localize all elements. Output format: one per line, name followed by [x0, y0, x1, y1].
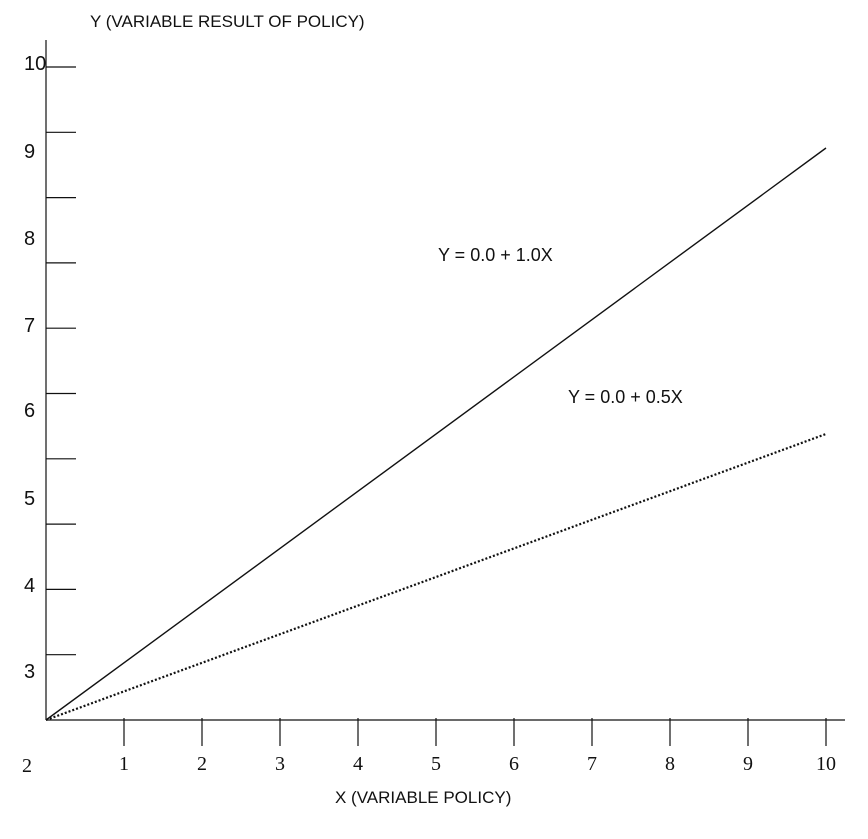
y-tick-label: 3 [24, 661, 35, 683]
y-tick-label: 9 [24, 141, 35, 163]
y-tick-label: 10 [24, 53, 46, 75]
y-tick-label: 6 [24, 400, 35, 422]
x-tick-label: 5 [431, 753, 441, 775]
x-tick-label: 3 [275, 753, 285, 775]
y-tick-label: 8 [24, 228, 35, 250]
x-tick-label: 7 [587, 753, 597, 775]
x-tick-label: 4 [353, 753, 363, 775]
x-ticks: 1 2 3 4 5 6 7 8 9 10 [119, 718, 836, 775]
series-label-1: Y = 0.0 + 1.0X [438, 245, 553, 265]
y-ticks: 3 4 5 6 7 8 9 10 [24, 53, 76, 683]
series-labels: Y = 0.0 + 1.0X Y = 0.0 + 0.5X [438, 245, 683, 407]
series-label-2: Y = 0.0 + 0.5X [568, 387, 683, 407]
x-tick-label: 9 [743, 753, 753, 775]
x-tick-label: 1 [119, 753, 129, 775]
x-tick-label: 8 [665, 753, 675, 775]
series-line-2 [45, 432, 827, 722]
origin-label: 2 [22, 755, 32, 777]
x-tick-label: 6 [509, 753, 519, 775]
y-axis-title: Y (VARIABLE RESULT OF POLICY) [90, 12, 365, 31]
series-layer [45, 147, 827, 722]
x-tick-label: 10 [816, 753, 836, 775]
y-tick-label: 7 [24, 315, 35, 337]
y-tick-label: 5 [24, 488, 35, 510]
y-tick-label: 4 [24, 575, 35, 597]
x-axis-title: X (VARIABLE POLICY) [335, 788, 511, 807]
x-tick-label: 2 [197, 753, 207, 775]
series-line-1 [45, 147, 827, 721]
